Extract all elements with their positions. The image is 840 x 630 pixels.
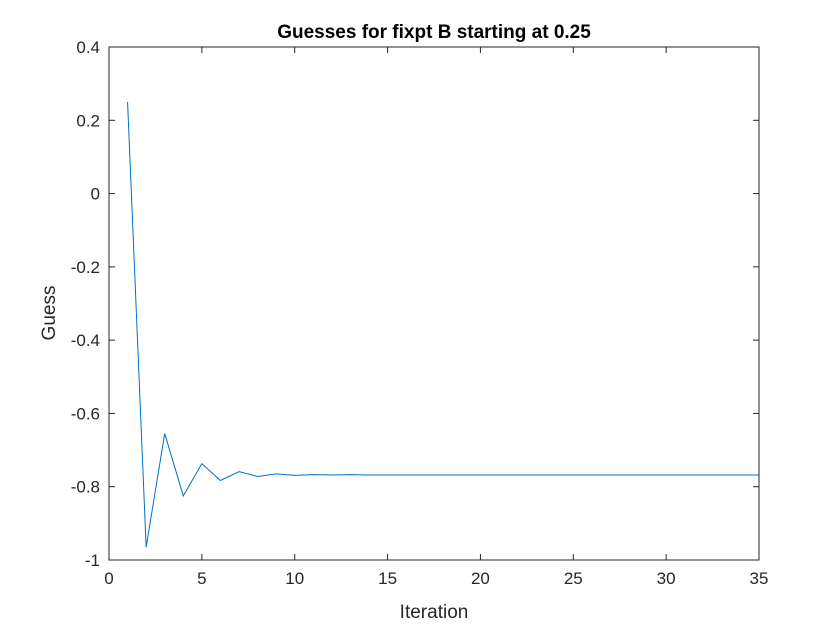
- chart-title: Guesses for fixpt B starting at 0.25: [277, 22, 591, 43]
- x-tick-label: 15: [378, 569, 397, 588]
- x-tick-label: 25: [564, 569, 583, 588]
- x-tick-label: 10: [285, 569, 304, 588]
- x-tick-label: 0: [104, 569, 113, 588]
- axes: 0 5 10 15 20 25 30 35 -1 -0.8 -0.6 -0.4 -0.2 0 0.2 0.4: [71, 38, 769, 588]
- y-tick-label: -0.2: [71, 258, 100, 277]
- x-tick-label: 35: [750, 569, 769, 588]
- y-tick-label: -1: [85, 551, 100, 570]
- y-tick-label: 0.4: [76, 38, 100, 57]
- x-tick-label: 5: [197, 569, 206, 588]
- y-tick-label: -0.4: [71, 331, 100, 350]
- y-tick-label: 0: [91, 185, 100, 204]
- x-tick-label: 20: [471, 569, 490, 588]
- y-tick-label: -0.8: [71, 478, 100, 497]
- y-tick-label: -0.6: [71, 404, 100, 423]
- axes-box: [108, 46, 760, 561]
- series-line: [127, 101, 759, 548]
- plot-area: [127, 101, 759, 548]
- x-tick-label: 30: [657, 569, 676, 588]
- y-axis-title: Guess: [39, 286, 60, 341]
- x-axis-title: Iteration: [400, 602, 469, 623]
- y-tick-label: 0.2: [76, 111, 100, 130]
